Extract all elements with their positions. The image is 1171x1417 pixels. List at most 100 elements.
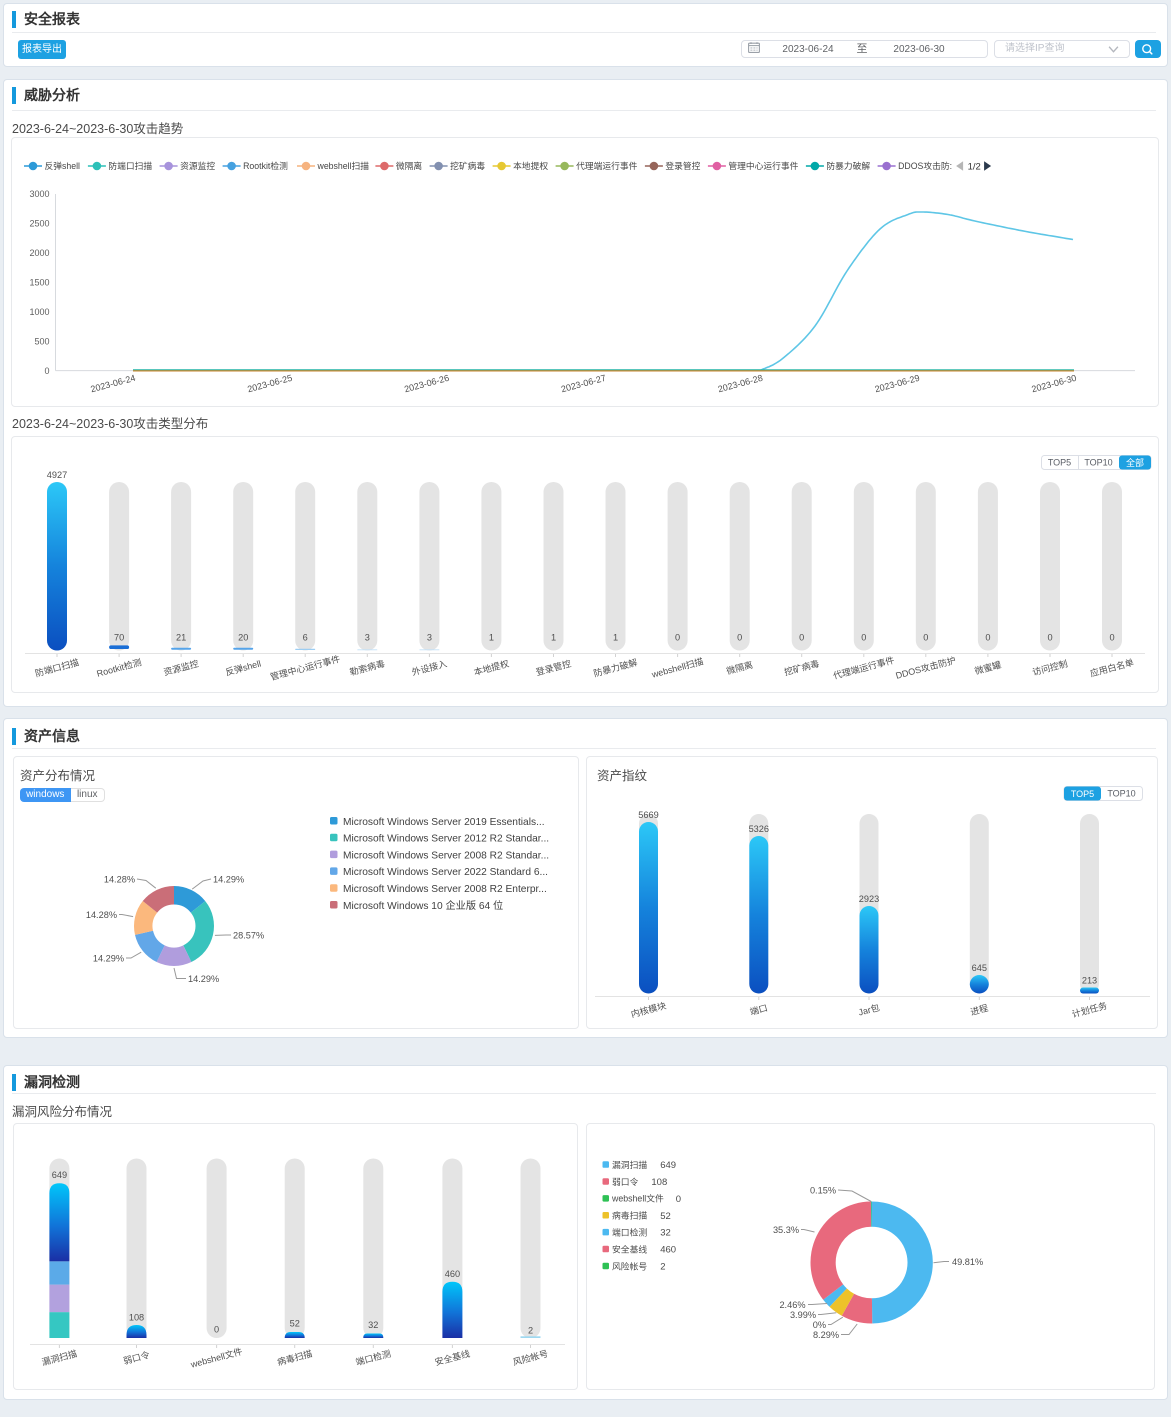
svg-text:外设接入: 外设接入	[410, 658, 448, 678]
svg-text:0: 0	[44, 366, 49, 376]
svg-text:32: 32	[368, 1320, 378, 1330]
svg-text:挖矿病毒: 挖矿病毒	[450, 160, 485, 171]
svg-text:0: 0	[214, 1325, 219, 1335]
svg-text:漏洞扫描: 漏洞扫描	[40, 1348, 78, 1368]
svg-text:14.28%: 14.28%	[104, 874, 135, 884]
svg-text:内核模块: 内核模块	[630, 1000, 668, 1020]
svg-text:资源监控: 资源监控	[162, 658, 200, 678]
svg-text:登录管控: 登录管控	[535, 658, 573, 678]
svg-text:2023-06-30: 2023-06-30	[1030, 373, 1077, 395]
svg-text:2023-06-27: 2023-06-27	[560, 373, 607, 395]
svg-text:webshell文件: webshell文件	[611, 1193, 664, 1204]
svg-text:3000: 3000	[29, 189, 49, 199]
svg-text:防端口扫描: 防端口扫描	[108, 160, 152, 171]
svg-text:0: 0	[799, 632, 804, 642]
svg-text:28.57%: 28.57%	[233, 930, 264, 940]
svg-text:649: 649	[660, 1160, 676, 1171]
svg-text:弱口令: 弱口令	[612, 1176, 639, 1187]
svg-text:1: 1	[613, 632, 618, 642]
svg-text:Microsoft Windows Server 2008: Microsoft Windows Server 2008 R2 Enterpr…	[343, 884, 547, 895]
svg-text:3.99%: 3.99%	[790, 1310, 816, 1320]
svg-text:挖矿病毒: 挖矿病毒	[783, 658, 821, 678]
svg-text:Microsoft Windows Server 2019: Microsoft Windows Server 2019 Essentials…	[343, 817, 545, 828]
svg-text:Jar包: Jar包	[857, 1001, 881, 1017]
svg-text:2023-06-24: 2023-06-24	[89, 373, 136, 395]
svg-text:微蜜罐: 微蜜罐	[973, 659, 1002, 677]
svg-text:2: 2	[528, 1326, 533, 1336]
svg-text:Microsoft Windows 10 企业版 64 位: Microsoft Windows 10 企业版 64 位	[343, 899, 503, 912]
svg-text:0: 0	[923, 632, 928, 642]
svg-text:DDOS攻击防:: DDOS攻击防:	[898, 160, 952, 171]
svg-text:1000: 1000	[29, 307, 49, 317]
svg-text:0: 0	[676, 1194, 681, 1205]
svg-text:代理端运行事件: 代理端运行事件	[832, 654, 896, 681]
svg-text:代理端运行事件: 代理端运行事件	[576, 160, 637, 171]
svg-text:49.81%: 49.81%	[952, 1257, 983, 1267]
svg-text:2023-06-29: 2023-06-29	[874, 373, 921, 395]
svg-text:Microsoft Windows Server 2008: Microsoft Windows Server 2008 R2 Standar…	[343, 850, 549, 861]
svg-text:病毒扫描: 病毒扫描	[612, 1210, 647, 1221]
svg-text:风险帐号: 风险帐号	[612, 1260, 647, 1271]
svg-text:Microsoft Windows Server 2022: Microsoft Windows Server 2022 Standard 6…	[343, 867, 548, 878]
svg-text:213: 213	[1082, 976, 1097, 986]
svg-text:70: 70	[114, 632, 124, 642]
svg-text:漏洞扫描: 漏洞扫描	[612, 1159, 647, 1170]
svg-text:108: 108	[129, 1313, 144, 1323]
svg-text:反弹shell: 反弹shell	[224, 657, 262, 677]
svg-text:8.29%: 8.29%	[813, 1330, 839, 1340]
svg-text:2.46%: 2.46%	[779, 1300, 805, 1310]
svg-text:应用白名单: 应用白名单	[1089, 656, 1135, 678]
svg-text:TOP10: TOP10	[1084, 458, 1112, 468]
svg-text:全部: 全部	[1126, 457, 1144, 468]
svg-text:端口检测: 端口检测	[354, 1348, 392, 1368]
svg-text:端口检测: 端口检测	[612, 1227, 647, 1238]
svg-text:TOP5: TOP5	[1071, 789, 1094, 799]
svg-text:460: 460	[445, 1269, 460, 1279]
svg-text:防暴力破解: 防暴力破解	[592, 656, 638, 678]
svg-text:弱口令: 弱口令	[122, 1349, 151, 1367]
svg-text:TOP5: TOP5	[1048, 458, 1071, 468]
svg-text:14.29%: 14.29%	[213, 874, 244, 884]
svg-text:病毒扫描: 病毒扫描	[276, 1348, 314, 1368]
svg-text:1500: 1500	[29, 278, 49, 288]
svg-text:防暴力破解: 防暴力破解	[826, 160, 870, 171]
svg-text:21: 21	[176, 632, 186, 642]
svg-text:3: 3	[427, 632, 432, 642]
svg-text:52: 52	[290, 1319, 300, 1329]
svg-text:端口: 端口	[749, 1002, 769, 1017]
svg-text:访问控制: 访问控制	[1031, 658, 1069, 678]
svg-text:0: 0	[985, 632, 990, 642]
svg-text:2023-06-25: 2023-06-25	[246, 373, 293, 395]
svg-text:5326: 5326	[749, 824, 769, 834]
svg-text:DDOS攻击防护: DDOS攻击防护	[894, 654, 957, 681]
svg-text:14.29%: 14.29%	[93, 953, 124, 963]
svg-text:0: 0	[1047, 632, 1052, 642]
svg-text:webshell文件: webshell文件	[188, 1345, 243, 1370]
svg-text:52: 52	[660, 1211, 671, 1222]
svg-text:35.3%: 35.3%	[773, 1225, 799, 1235]
svg-text:2923: 2923	[859, 894, 879, 904]
svg-text:2500: 2500	[29, 219, 49, 229]
svg-text:3: 3	[365, 632, 370, 642]
svg-text:资源监控: 资源监控	[180, 160, 215, 171]
svg-text:管理中心运行事件: 管理中心运行事件	[728, 160, 798, 171]
svg-text:20: 20	[238, 632, 248, 642]
svg-text:计划任务: 计划任务	[1071, 1000, 1109, 1020]
svg-text:2: 2	[660, 1262, 665, 1273]
svg-text:649: 649	[52, 1170, 67, 1180]
svg-text:防端口扫描: 防端口扫描	[34, 656, 80, 678]
svg-text:14.28%: 14.28%	[86, 910, 117, 920]
svg-text:4927: 4927	[47, 470, 67, 480]
svg-text:Microsoft Windows Server 2012: Microsoft Windows Server 2012 R2 Standar…	[343, 834, 549, 845]
svg-text:1: 1	[489, 632, 494, 642]
svg-text:14.29%: 14.29%	[188, 974, 219, 984]
svg-text:2000: 2000	[29, 248, 49, 258]
svg-text:勒索病毒: 勒索病毒	[348, 658, 386, 678]
svg-text:Rootkit检测: Rootkit检测	[95, 656, 142, 679]
svg-text:0%: 0%	[813, 1320, 826, 1330]
svg-text:32: 32	[660, 1228, 671, 1239]
svg-text:登录管控: 登录管控	[665, 160, 700, 171]
svg-text:Rootkit检测: Rootkit检测	[243, 160, 288, 171]
svg-text:微隔离: 微隔离	[396, 160, 422, 171]
svg-text:0: 0	[675, 632, 680, 642]
